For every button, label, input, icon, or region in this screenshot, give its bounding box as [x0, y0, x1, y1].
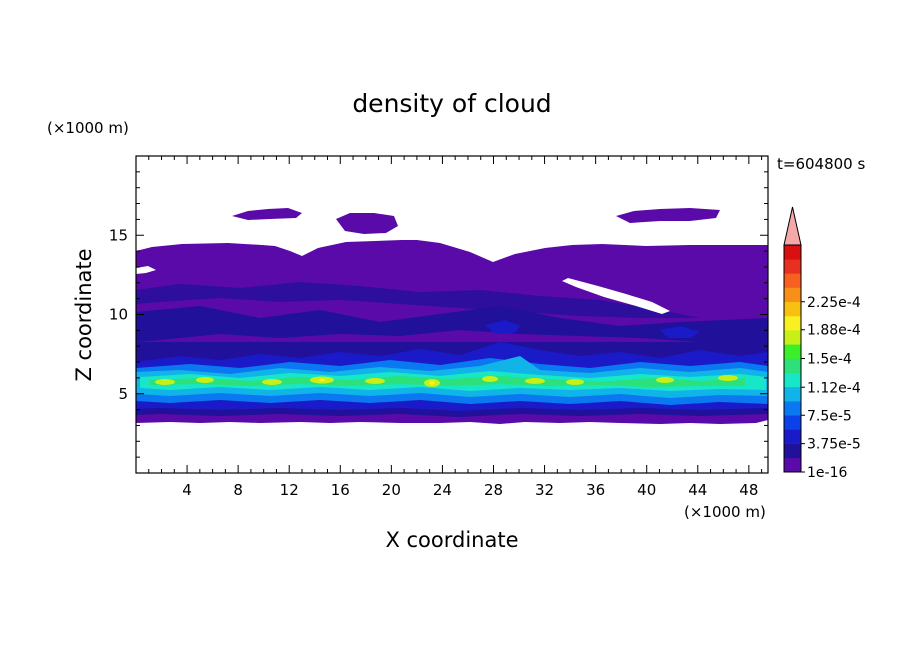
- cloud-cap-3: [616, 208, 720, 223]
- y-tick-label: 10: [109, 306, 128, 324]
- x-tick-label: 8: [233, 481, 243, 499]
- colorbar-swatch: [784, 372, 801, 388]
- colorbar-swatch: [784, 273, 801, 288]
- x-unit-label: (×1000 m): [684, 503, 766, 521]
- x-tick-label: 32: [535, 481, 554, 499]
- colorbar-label: 1e-16: [807, 465, 847, 481]
- x-tick-label: 48: [739, 481, 758, 499]
- band-green: [150, 376, 745, 387]
- colorbar-swatch: [784, 287, 801, 303]
- x-axis-ticks: 4 8 12 16 20 24 28 32 36 40 44 48: [148, 156, 763, 499]
- peak-cells: [319, 378, 435, 385]
- x-tick-label: 40: [637, 481, 656, 499]
- y-axis-label: Z coordinate: [72, 248, 96, 381]
- colorbar-swatch: [784, 443, 801, 459]
- band-dark-b: [136, 306, 768, 345]
- band-dark-a: [136, 282, 700, 318]
- colorbar-extend-arrow: [783, 206, 802, 246]
- x-tick-label: 28: [484, 481, 503, 499]
- colorbar-label: 3.75e-5: [807, 437, 861, 453]
- cloud-cap-1: [232, 208, 302, 220]
- chart-title: density of cloud: [352, 89, 551, 118]
- x-tick-label: 16: [331, 481, 350, 499]
- colorbar: 2.25e-4 1.88e-4 1.5e-4 1.12e-4 7.5e-5 3.75e-5…: [783, 206, 861, 481]
- density-field: [136, 208, 768, 424]
- colorbar-swatch: [784, 245, 801, 260]
- x-tick-label: 36: [586, 481, 605, 499]
- x-tick-label: 20: [382, 481, 401, 499]
- colorbar-label: 7.5e-5: [807, 408, 852, 424]
- colorbar-label: 1.5e-4: [807, 352, 852, 368]
- cloud-cap-2: [336, 213, 398, 234]
- clear-sky-left-notch: [136, 266, 156, 274]
- colorbar-swatch: [784, 401, 801, 416]
- colorbar-swatch: [784, 344, 801, 359]
- x-tick-label: 4: [182, 481, 192, 499]
- band-blue-upper-2: [660, 326, 700, 338]
- x-tick-label: 12: [280, 481, 299, 499]
- x-tick-label: 44: [688, 481, 707, 499]
- colorbar-swatch: [784, 457, 801, 473]
- colorbar-swatch: [784, 315, 801, 331]
- colorbar-swatch: [784, 259, 801, 274]
- y-tick-label: 15: [109, 226, 128, 244]
- y-axis-ticks: 5 10 15: [109, 171, 768, 458]
- colorbar-label: 1.12e-4: [807, 380, 861, 396]
- colorbar-label: 1.88e-4: [807, 323, 861, 339]
- colorbar-swatch: [784, 415, 801, 430]
- clear-sky-gap: [562, 278, 670, 314]
- colorbar-swatch: [784, 301, 801, 317]
- colorbar-swatch: [784, 358, 801, 373]
- time-label: t=604800 s: [777, 155, 865, 173]
- colorbar-label: 2.25e-4: [807, 295, 861, 311]
- x-axis-label: X coordinate: [385, 528, 518, 552]
- colorbar-swatch: [784, 330, 801, 345]
- band-blue-upper-1: [485, 320, 520, 334]
- x-tick-label: 24: [433, 481, 452, 499]
- yellow-cells: [155, 375, 738, 387]
- colorbar-swatch: [784, 386, 801, 402]
- colorbar-swatch: [784, 429, 801, 444]
- y-unit-label: (×1000 m): [47, 119, 129, 137]
- y-tick-label: 5: [118, 385, 128, 403]
